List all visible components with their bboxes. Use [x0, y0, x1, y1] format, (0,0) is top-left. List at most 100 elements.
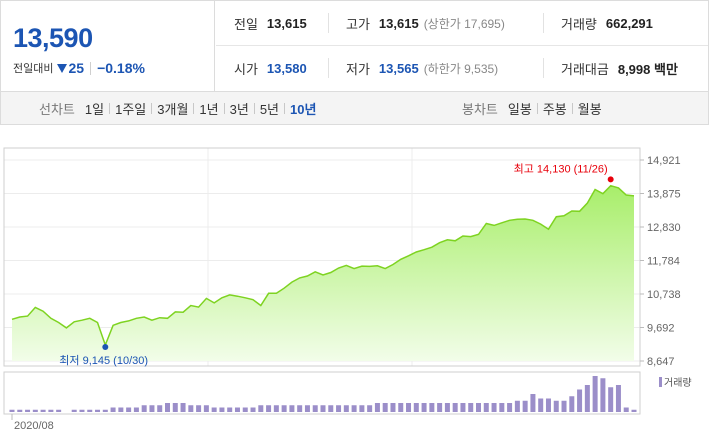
volume-bar: [211, 407, 217, 412]
stat-label: 거래대금: [561, 62, 609, 77]
tab-1y[interactable]: 1년: [199, 101, 219, 117]
change-percent: −0.18%: [97, 60, 145, 76]
stat-label: 저가: [346, 62, 370, 77]
tab-1d[interactable]: 1일: [84, 101, 105, 117]
volume-bar: [491, 403, 497, 412]
price-block: 13,590 전일대비 25 −0.18%: [1, 1, 215, 91]
volume-bar: [242, 407, 248, 412]
tab-1w[interactable]: 1주일: [115, 101, 147, 117]
volume-bar: [133, 407, 139, 412]
y-tick-label: 9,692: [647, 323, 675, 335]
volume-bar: [507, 403, 513, 412]
volume-bars: [9, 376, 637, 412]
volume-bar: [382, 403, 388, 412]
divider: [90, 61, 92, 75]
volume-bar: [390, 403, 396, 412]
stat-low: 저가 13,565 (하한가 9,535): [346, 46, 498, 91]
stat-label: 거래량: [561, 17, 597, 32]
volume-bar: [234, 407, 240, 412]
volume-bar: [266, 405, 272, 412]
current-price: 13,590: [13, 23, 93, 53]
volume-bar: [188, 405, 194, 412]
volume-bar: [406, 403, 412, 412]
volume-bar: [17, 409, 23, 412]
tab-daily-candle[interactable]: 일봉: [507, 101, 532, 117]
stat-subvalue: (하한가 9,535): [423, 62, 499, 76]
tab-3m[interactable]: 3개월: [157, 101, 189, 117]
tab-monthly-candle[interactable]: 월봉: [577, 101, 602, 117]
volume-legend-label: 거래량: [664, 377, 692, 389]
y-tick-label: 11,784: [647, 256, 680, 268]
volume-bar: [79, 409, 85, 412]
volume-bar: [281, 405, 287, 412]
volume-bar: [631, 409, 637, 412]
divider: [193, 102, 195, 114]
stat-label: 고가: [346, 17, 370, 32]
volume-bar: [561, 400, 567, 412]
volume-bar: [367, 405, 373, 412]
divider: [109, 102, 111, 114]
volume-bar: [141, 405, 147, 412]
volume-legend-swatch: [659, 377, 662, 387]
column-divider: [543, 58, 544, 78]
stat-prev-close: 전일 13,615: [234, 1, 307, 46]
chart-period-tabbar: 선차트 1일 1주일 3개월 1년 3년 5년 10년 봉차트 일봉 주봉 월봉: [0, 92, 709, 125]
y-tick-label: 14,921: [647, 155, 681, 167]
stat-value: 13,580: [266, 61, 307, 76]
volume-bar: [413, 403, 419, 412]
min-label: 최저 9,145 (10/30): [59, 354, 148, 367]
change-label: 전일대비: [13, 63, 54, 75]
volume-bar: [336, 405, 342, 412]
tab-3y[interactable]: 3년: [229, 101, 249, 117]
divider: [536, 102, 538, 114]
stat-value: 8,998 백만: [617, 62, 678, 77]
volume-bar: [149, 405, 155, 412]
stat-high: 고가 13,615 (상한가 17,695): [346, 1, 505, 46]
stats-row-1: 전일 13,615 고가 13,615 (상한가 17,695) 거래량 662…: [216, 1, 708, 46]
volume-bar: [421, 403, 427, 412]
volume-bar: [538, 398, 544, 412]
divider: [223, 102, 225, 114]
candle-chart-title: 봉차트: [462, 101, 498, 117]
divider: [571, 102, 573, 114]
volume-bar: [351, 405, 357, 412]
volume-bar: [56, 409, 62, 412]
min-point-marker: [102, 344, 109, 351]
volume-bar: [180, 403, 186, 412]
volume-bar: [514, 400, 520, 412]
price-plot-frame: [3, 147, 641, 367]
volume-bar: [592, 376, 598, 412]
volume-bar: [608, 387, 614, 412]
volume-bar: [499, 403, 505, 412]
volume-bar: [320, 405, 326, 412]
divider: [253, 102, 255, 114]
down-arrow-icon: [57, 63, 68, 73]
line-chart-title: 선차트: [39, 101, 75, 117]
stat-value: 13,615: [378, 16, 419, 31]
volume-bar: [25, 409, 31, 412]
volume-bar: [203, 405, 209, 412]
volume-bar: [110, 407, 116, 412]
tab-10y[interactable]: 10년: [290, 101, 317, 117]
stat-volume: 거래량 662,291: [561, 1, 653, 46]
price-chart: 14,921 13,875 12,830 11,784 10,738 9,692 8,647…: [3, 147, 692, 432]
tab-5y[interactable]: 5년: [259, 101, 280, 117]
column-divider: [328, 13, 329, 33]
max-label: 최고 14,130 (11/26): [514, 162, 608, 175]
price-area-fill: [12, 185, 634, 361]
volume-bar: [118, 407, 124, 412]
max-point-marker: [607, 176, 614, 183]
stat-value: 662,291: [605, 16, 653, 31]
volume-bar: [577, 389, 583, 412]
volume-bar: [468, 403, 474, 412]
volume-bar: [623, 407, 629, 412]
tab-weekly-candle[interactable]: 주봉: [542, 101, 567, 117]
volume-bar: [273, 405, 279, 412]
volume-bar: [444, 403, 450, 412]
stat-value: 13,565: [378, 61, 419, 76]
volume-bar: [398, 403, 404, 412]
candle-chart-tabs: 봉차트 일봉 주봉 월봉: [462, 92, 602, 124]
volume-bar: [530, 394, 536, 412]
volume-bar: [32, 409, 38, 412]
divider: [284, 102, 286, 114]
